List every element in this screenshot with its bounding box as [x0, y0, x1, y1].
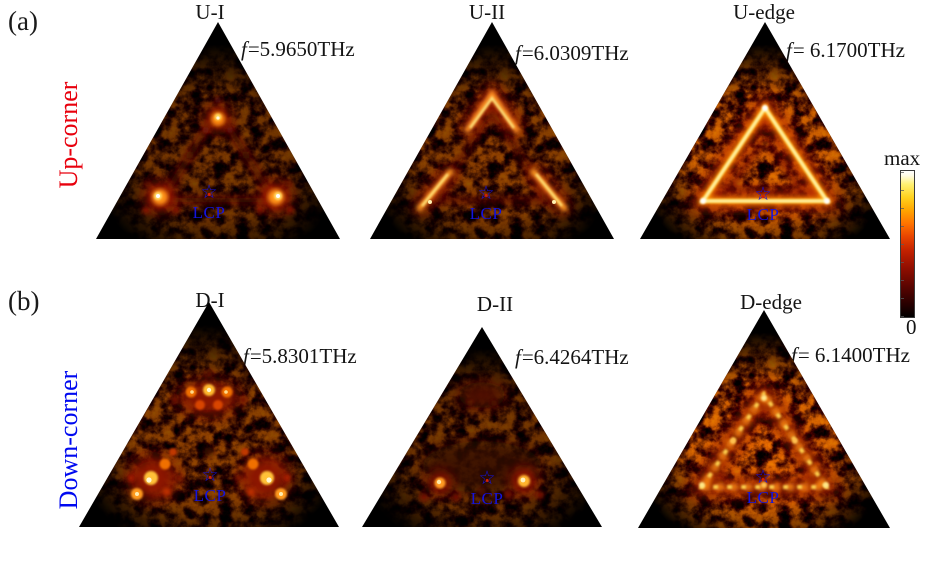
lcp-dot-icon — [209, 476, 212, 479]
lcp-label: LCP — [470, 489, 504, 508]
lcp-marker-d1: ☆ LCP — [193, 466, 227, 505]
field-map-d3 — [638, 310, 890, 528]
f-value: =5.8301THz — [249, 344, 357, 368]
f-symbol: f — [791, 343, 797, 367]
field-map-d1 — [79, 302, 339, 527]
heatmap-d1 — [79, 302, 339, 527]
lcp-marker-d2: ☆ LCP — [470, 469, 504, 508]
colorbar-ticks — [901, 171, 904, 317]
lcp-star-icon: ☆ — [470, 184, 503, 203]
field-map-u2 — [370, 22, 614, 239]
lcp-dot-icon — [762, 478, 765, 481]
panel-label-b: (b) — [8, 286, 40, 316]
row-label-up-corner: Up-corner — [54, 81, 83, 189]
field-map-u3 — [640, 22, 890, 239]
lcp-dot-icon — [208, 193, 211, 196]
lcp-label: LCP — [192, 203, 226, 222]
lcp-star-icon: ☆ — [747, 185, 780, 204]
lcp-marker-u1: ☆ LCP — [192, 183, 226, 222]
freq-label-d2: f=6.4264THz — [515, 345, 629, 370]
panel-title-d3: D-edge — [740, 290, 802, 314]
lcp-label: LCP — [469, 204, 503, 223]
lcp-marker-d3: ☆ LCP — [746, 468, 780, 507]
lcp-label: LCP — [193, 486, 227, 505]
freq-label-d3: f= 6.1400THz — [791, 343, 910, 368]
freq-label-u2: f=6.0309THz — [515, 41, 629, 66]
lcp-marker-u3: ☆ LCP — [746, 185, 780, 224]
colorbar-min-label: 0 — [906, 315, 917, 339]
field-map-d2 — [362, 327, 602, 527]
f-symbol: f — [243, 344, 249, 368]
heatmap-d2 — [362, 327, 602, 527]
colorbar-max-label: max — [884, 146, 921, 170]
f-symbol: f — [515, 41, 521, 65]
lcp-dot-icon — [485, 194, 488, 197]
f-symbol: f — [241, 37, 247, 61]
heatmap-u1 — [96, 22, 340, 239]
lcp-label: LCP — [746, 205, 780, 224]
field-map-u1 — [96, 22, 340, 239]
f-value: =5.9650THz — [247, 37, 355, 61]
lcp-marker-u2: ☆ LCP — [469, 184, 503, 223]
heatmap-u2 — [370, 22, 614, 239]
panel-label-a: (a) — [8, 6, 38, 36]
heatmap-d3 — [638, 310, 890, 528]
lcp-label: LCP — [746, 488, 780, 507]
lcp-star-icon: ☆ — [194, 466, 227, 485]
panel-title-u3: U-edge — [733, 0, 795, 24]
freq-label-d1: f=5.8301THz — [243, 344, 357, 369]
heatmap-u3 — [640, 22, 890, 239]
lcp-star-icon: ☆ — [747, 468, 780, 487]
lcp-star-icon: ☆ — [471, 469, 504, 488]
panel-title-u2: U-II — [468, 0, 506, 24]
freq-label-u1: f=5.9650THz — [241, 37, 355, 62]
f-value: = 6.1400THz — [797, 343, 911, 367]
lcp-star-icon: ☆ — [193, 183, 226, 202]
f-symbol: f — [786, 38, 792, 62]
lcp-dot-icon — [486, 479, 489, 482]
f-value: =6.4264THz — [521, 345, 629, 369]
f-symbol: f — [515, 345, 521, 369]
panel-title-d2: D-II — [476, 292, 514, 316]
f-value: =6.0309THz — [521, 41, 629, 65]
colorbar — [900, 170, 915, 318]
f-value: = 6.1700THz — [792, 38, 906, 62]
lcp-dot-icon — [762, 195, 765, 198]
panel-title-u1: U-I — [195, 0, 225, 24]
freq-label-u3: f= 6.1700THz — [786, 38, 905, 63]
